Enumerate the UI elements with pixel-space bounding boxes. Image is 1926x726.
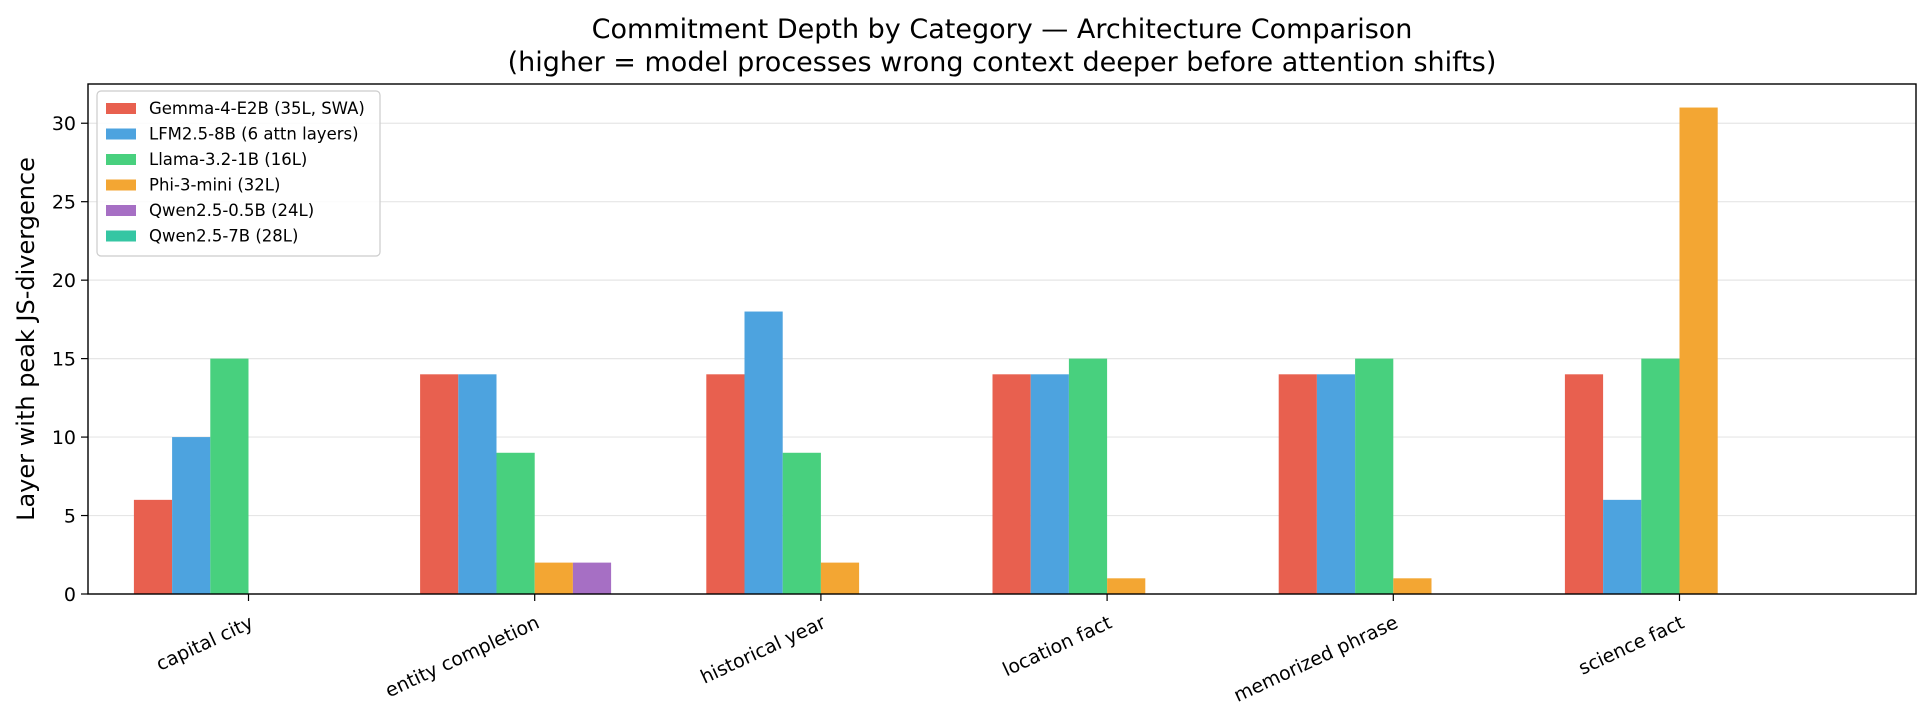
- bar: [782, 452, 821, 594]
- bar: [534, 562, 573, 594]
- bar: [992, 374, 1031, 594]
- legend-frame: [96, 90, 381, 257]
- bar: [210, 358, 249, 594]
- x-tick-label: memorized phrase: [1231, 612, 1402, 707]
- legend-swatch: [106, 154, 136, 165]
- bar: [1564, 374, 1604, 594]
- legend-swatch: [106, 205, 136, 216]
- bar: [1278, 374, 1317, 594]
- bar: [572, 562, 612, 594]
- legend-label: Qwen2.5-7B (28L): [149, 227, 298, 246]
- legend-label: Gemma-4-E2B (35L, SWA): [149, 99, 365, 118]
- bar: [172, 437, 211, 594]
- plot-frame: [87, 83, 1917, 595]
- y-tick-label: 10: [52, 427, 76, 449]
- x-tick-label: capital city: [153, 612, 257, 676]
- legend-label: Llama-3.2-1B (16L): [149, 150, 307, 169]
- bar: [1679, 107, 1718, 595]
- y-tick-label: 30: [52, 113, 76, 135]
- bar: [1030, 374, 1069, 594]
- bar: [820, 562, 860, 594]
- bar: [1641, 358, 1680, 594]
- bar: [496, 452, 535, 594]
- y-tick-label: 15: [52, 349, 76, 371]
- legend-label: Phi-3-mini (32L): [149, 176, 280, 195]
- legend-swatch: [106, 128, 136, 140]
- bar: [1316, 374, 1356, 594]
- bar: [420, 374, 459, 594]
- bar: [458, 374, 497, 594]
- y-tick-label: 0: [64, 584, 76, 606]
- legend: Gemma-4-E2B (35L, SWA) LFM2.5-8B (6 attn …: [96, 90, 381, 257]
- bar: [1068, 358, 1108, 594]
- x-tick-label: entity completion: [382, 612, 543, 703]
- legend-swatch: [106, 179, 136, 191]
- bar: [1393, 578, 1432, 594]
- y-axis: 0 5 10 15 20 25 30: [52, 113, 88, 606]
- legend-label: Qwen2.5-0.5B (24L): [149, 201, 314, 220]
- bar: [744, 311, 783, 594]
- x-tick-label: location fact: [999, 612, 1115, 682]
- bars: [133, 107, 1718, 595]
- bar: [706, 374, 745, 594]
- legend-swatch: [106, 230, 136, 242]
- y-axis-label: Layer with peak JS-divergence: [12, 157, 40, 521]
- x-tick-label: historical year: [697, 611, 829, 688]
- bar: [1603, 499, 1642, 594]
- y-tick-label: 25: [52, 192, 76, 214]
- y-tick-label: 20: [52, 270, 76, 292]
- bar: [1107, 578, 1146, 594]
- bar: [133, 499, 173, 594]
- bar: [1355, 358, 1394, 594]
- x-tick-label: science fact: [1575, 612, 1687, 680]
- chart-title: Commitment Depth by Category — Architect…: [592, 14, 1413, 45]
- chart-subtitle: (higher = model processes wrong context …: [508, 47, 1497, 78]
- x-axis: capital city entity completion historical …: [153, 594, 1688, 707]
- y-tick-label: 5: [64, 506, 76, 528]
- legend-swatch: [106, 103, 136, 114]
- legend-label: LFM2.5-8B (6 attn layers): [149, 125, 359, 144]
